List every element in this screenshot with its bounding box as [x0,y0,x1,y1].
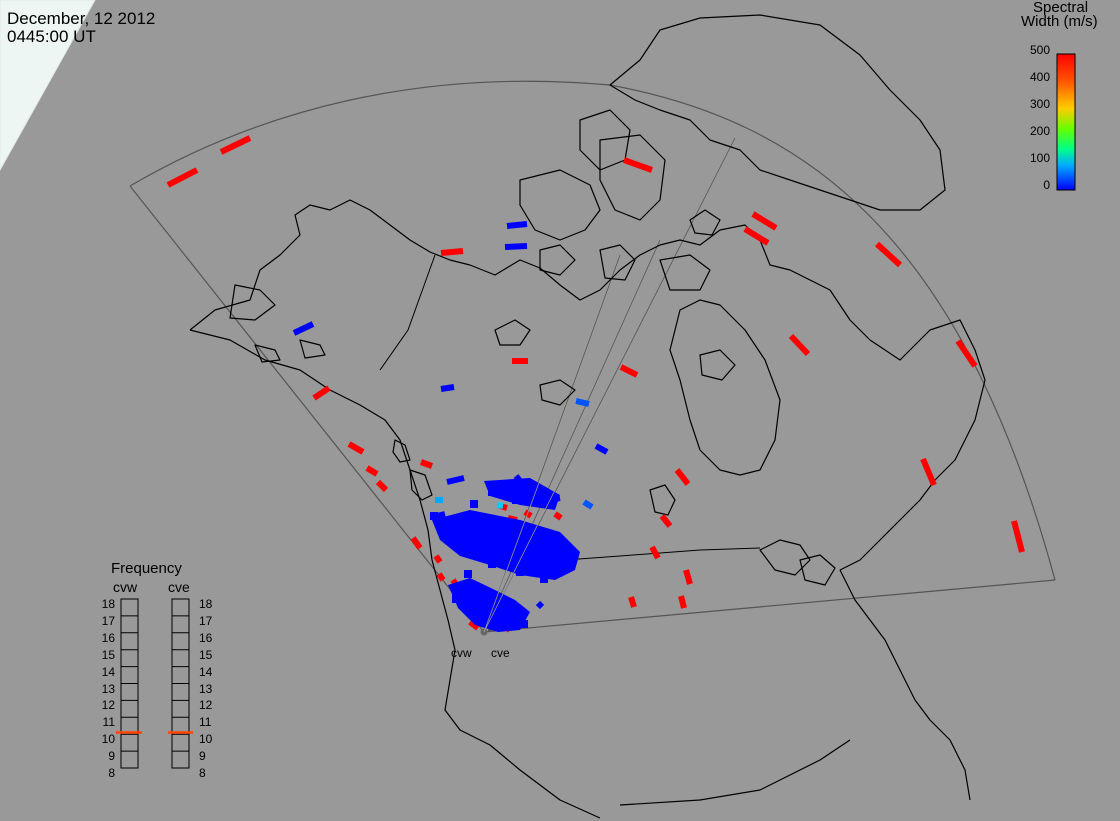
radar-label-cvw: cvw [113,579,138,595]
frequency-level-left: 11 [102,715,115,730]
date-label: December, 12 2012 [7,9,156,28]
frequency-level-right: 9 [199,749,206,764]
frequency-level-right: 14 [199,664,213,679]
frequency-level-left: 17 [101,613,115,628]
colorbar-tick-label: 200 [1029,124,1050,138]
ice-edge [0,0,96,172]
frequency-level-right: 15 [199,647,213,662]
colorbar-title-line1: Spectral [1033,0,1089,16]
radar-label-cve: cve [168,579,190,595]
echo-cluster-overlay [483,479,561,633]
colorbar-tick-label: 300 [1029,97,1050,111]
frequency-level-left: 15 [101,647,115,662]
frequency-level-left: 16 [101,630,115,645]
time-label: 0445:00 UT [7,27,96,46]
echo-cluster-north [432,478,580,632]
frequency-level-left: 14 [101,664,115,679]
colorbar-tick-label: 0 [1043,178,1050,192]
frequency-level-right: 8 [199,766,206,780]
frequency-level-left: 8 [108,766,115,780]
radar-site-cvw: cvw [451,646,472,660]
colorbar-gradient [1056,53,1076,191]
frequency-level-right: 17 [199,613,213,628]
colorbar-title-line2: Width (m/s) [1021,13,1098,30]
radar-site-cve: cve [491,646,510,660]
frequency-level-right: 13 [199,681,213,696]
frequency-title: Frequency [111,560,182,577]
frequency-level-left: 10 [101,732,115,747]
frequency-level-left: 18 [101,597,115,611]
frequency-level-left: 9 [108,749,115,764]
frequency-level-left: 12 [101,698,115,713]
echoes-mid-width [435,398,594,510]
frequency-level-right: 10 [199,732,213,747]
frequency-level-right: 16 [199,630,213,645]
frequency-bars [120,598,190,769]
echo-cluster-speckle [430,488,564,628]
colorbar-tick-label: 100 [1029,151,1050,165]
frequency-level-right: 18 [199,597,213,611]
frequency-level-right: 12 [199,698,213,713]
coastlines [189,14,986,819]
colorbar-tick-label: 500 [1029,43,1050,57]
frequency-level-left: 13 [101,681,115,696]
fov-sector [129,80,1056,633]
colorbar-tick-label: 400 [1029,70,1050,84]
frequency-level-right: 11 [199,715,212,730]
